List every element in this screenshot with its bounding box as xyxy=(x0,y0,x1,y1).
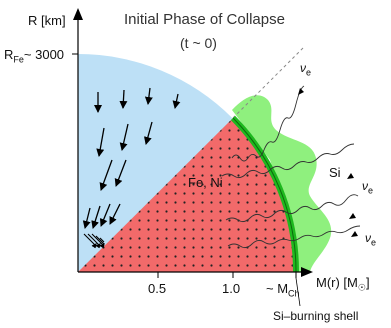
x-axis-label-sub: ☉ xyxy=(357,282,366,293)
x-axis-label-main: M(r) [M xyxy=(316,275,358,290)
neutrino-label-3: νe xyxy=(365,231,377,248)
si-burning-shell-edge xyxy=(232,117,297,273)
neutrino-rays xyxy=(221,85,361,249)
y-tick-sub: Fe xyxy=(13,54,24,65)
x-axis-label-close: ] xyxy=(365,275,370,290)
diagram-subtitle: (t ~ 0) xyxy=(180,35,217,51)
core-label: Fe, Ni xyxy=(188,175,223,190)
core-compression-arrows xyxy=(83,233,105,249)
x-axis-arrow xyxy=(301,267,313,277)
y-tick-main: R xyxy=(4,47,14,62)
y-tick-value: ~ 3000 xyxy=(23,47,65,62)
si-region xyxy=(232,95,332,272)
diagonal-dashed-line xyxy=(232,47,304,119)
x-axis-label: M(r) [M☉] xyxy=(316,276,370,293)
diagram-title: Initial Phase of Collapse xyxy=(124,11,285,28)
neutrino-label-2: νe xyxy=(362,179,374,196)
infall-arrows xyxy=(82,87,181,229)
y-axis-label: R [km] xyxy=(28,13,66,28)
neutrino-label-1: νe xyxy=(300,61,312,78)
mch-main: ~ M xyxy=(266,281,289,296)
x-tick-label-1-0: 1.0 xyxy=(222,281,241,296)
y-axis-arrow xyxy=(73,8,83,20)
si-burning-shell-label: Si–burning shell xyxy=(273,309,359,323)
x-tick-label-0-5: 0.5 xyxy=(148,281,167,296)
mch-sub: Ch xyxy=(288,288,300,299)
core-dot-pattern xyxy=(78,118,297,272)
si-label: Si xyxy=(329,165,341,180)
shell-pointer-line xyxy=(295,277,301,307)
y-tick-label: RFe~ 3000 xyxy=(4,48,64,65)
x-tick-label-mch: ~ MCh xyxy=(266,282,300,299)
neutrino-arrowheads xyxy=(298,88,358,237)
